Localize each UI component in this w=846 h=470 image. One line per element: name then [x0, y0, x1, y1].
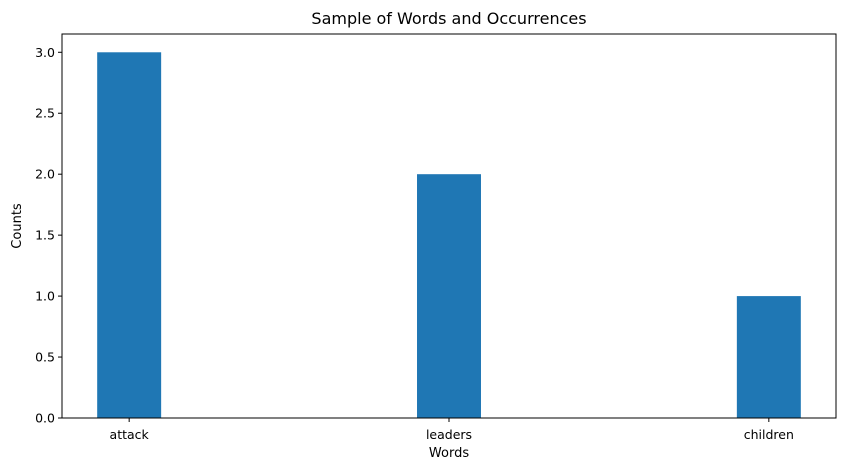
y-axis-label: Counts — [10, 203, 25, 249]
x-tick-label-leaders: leaders — [426, 427, 472, 442]
plot-area: 0.0 0.5 1.0 1.5 2.0 2.5 3.0 attack leaders childr… — [35, 45, 801, 442]
bar-children — [736, 296, 801, 418]
x-tick-label-children: children — [744, 427, 794, 442]
chart-title: Sample of Words and Occurrences — [311, 9, 586, 28]
bar-attack — [97, 52, 162, 419]
y-tick-label: 0.0 — [35, 411, 55, 426]
y-tick-label: 3.0 — [35, 45, 55, 60]
axes-frame — [61, 33, 837, 419]
x-tick-label-attack: attack — [110, 427, 150, 442]
y-tick-label: 2.0 — [35, 167, 55, 182]
x-axis-label: Words — [429, 446, 469, 461]
y-tick-label: 1.5 — [35, 228, 55, 243]
bar-leaders — [417, 174, 481, 418]
y-tick-label: 1.0 — [35, 289, 55, 304]
y-tick-label: 0.5 — [35, 350, 55, 365]
y-tick-label: 2.5 — [35, 106, 55, 121]
